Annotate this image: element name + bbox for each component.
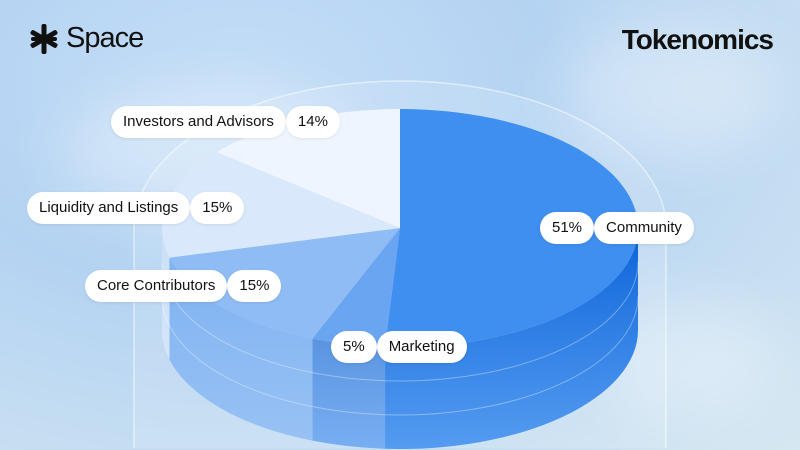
side-ring-line [161,295,639,416]
brand-name: Space [66,22,144,54]
asterisk-star-icon [30,23,58,54]
slice-liquidity-and-listings [161,152,400,258]
label-community: 51% Community [540,212,694,244]
slice-label: Liquidity and Listings [27,192,191,224]
slice-value: 51% [540,212,595,244]
cloud [560,20,780,160]
label-core: Core Contributors 15% [85,270,282,302]
slice-value: 14% [285,106,340,138]
slice-label: Community [594,212,694,244]
side-ring-line [161,261,639,382]
label-liquidity: Liquidity and Listings 15% [27,192,245,224]
slice-core-contributors [169,228,400,339]
slice-community [385,109,639,347]
slice-label: Core Contributors [85,270,228,302]
page-title: Tokenomics [621,24,774,55]
brand-logo: Space [26,22,144,55]
slice-side-1 [312,338,386,449]
label-investors: Investors and Advisors 14% [111,106,340,138]
slice-value: 5% [331,331,377,363]
label-marketing: 5% Marketing [331,331,467,363]
slice-side-0 [385,228,638,449]
slice-investors-and-advisors [216,109,400,228]
slice-label: Investors and Advisors [111,106,286,138]
slice-marketing [312,228,400,347]
slice-side-2 [169,257,313,441]
slice-label: Marketing [376,331,467,363]
slice-value: 15% [227,270,282,302]
slice-value: 15% [190,192,245,224]
